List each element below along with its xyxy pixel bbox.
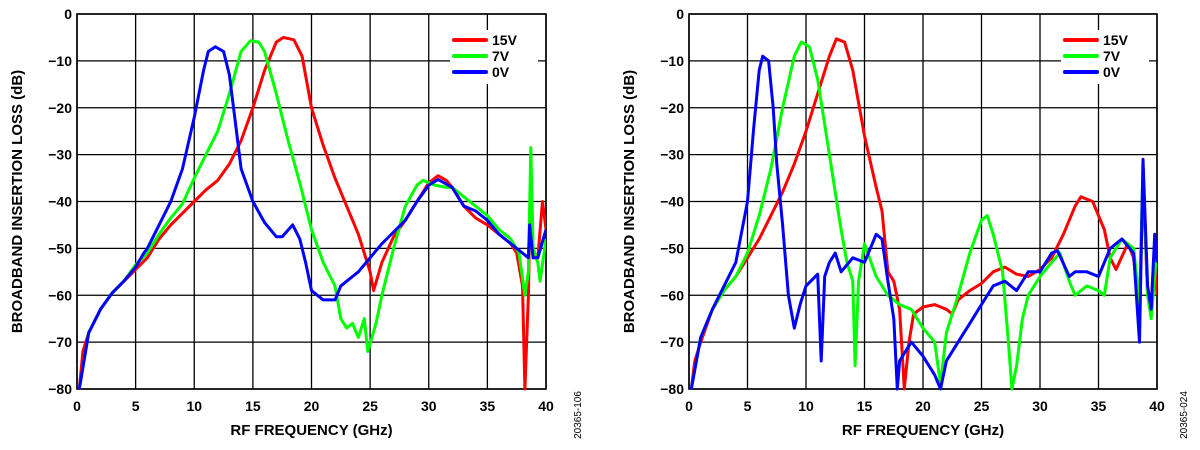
y-tick-label: −20 <box>660 100 684 116</box>
x-tick-label: 10 <box>186 398 202 414</box>
x-tick-label: 10 <box>798 398 814 414</box>
x-tick-label: 0 <box>685 398 693 414</box>
legend-label: 15V <box>1103 32 1129 48</box>
figure-id: 20365-024 <box>1179 391 1190 439</box>
y-tick-label: −10 <box>48 53 72 69</box>
series-line-7V <box>689 40 1157 391</box>
legend-label: 7V <box>1103 48 1121 64</box>
x-tick-label: 40 <box>538 398 554 414</box>
y-tick-label: −70 <box>48 334 72 350</box>
x-tick-label: 25 <box>974 398 990 414</box>
figure-id: 20365-106 <box>573 391 584 439</box>
chart-2: 0 5 10 15 20 25 30 35 40 0 −10 −20 −30 −40 −50 −60 −70 −8… <box>621 6 1190 439</box>
y-tick-label: −30 <box>660 147 684 163</box>
x-tick-label: 5 <box>132 398 140 414</box>
y-tick-label: −10 <box>660 53 684 69</box>
series-line-0V <box>689 54 1157 391</box>
x-tick-label: 20 <box>304 398 320 414</box>
legend-label: 0V <box>1103 64 1121 80</box>
y-tick-label: 0 <box>676 6 684 22</box>
x-tick-label: 25 <box>362 398 378 414</box>
y-tick-label: −60 <box>48 287 72 303</box>
y-axis-label: BROADBAND INSERTION LOSS (dB) <box>621 70 638 333</box>
x-tick-label: 35 <box>1091 398 1107 414</box>
series-line-0V <box>77 45 546 390</box>
y-tick-label: −40 <box>660 194 684 210</box>
x-tick-label: 15 <box>857 398 873 414</box>
y-tick-label: 0 <box>64 6 72 22</box>
y-tick-label: −80 <box>660 381 684 397</box>
y-tick-label: −70 <box>660 334 684 350</box>
legend-label: 7V <box>492 48 510 64</box>
x-tick-label: 20 <box>915 398 931 414</box>
y-tick-label: −30 <box>48 147 72 163</box>
legend-label: 0V <box>492 64 510 80</box>
x-tick-label: 5 <box>744 398 752 414</box>
y-tick-label: −40 <box>48 194 72 210</box>
y-tick-label: −50 <box>48 240 72 256</box>
x-axis-label: RF FREQUENCY (GHz) <box>842 422 1004 439</box>
x-tick-label: 30 <box>1032 398 1048 414</box>
x-tick-label: 30 <box>421 398 437 414</box>
y-tick-label: −80 <box>48 381 72 397</box>
x-tick-label: 15 <box>245 398 261 414</box>
y-tick-label: −50 <box>660 240 684 256</box>
series-line-15V <box>77 35 546 391</box>
legend-label: 15V <box>492 32 518 48</box>
plot-frame <box>76 13 547 390</box>
x-tick-label: 0 <box>73 398 81 414</box>
y-tick-label: −60 <box>660 287 684 303</box>
y-tick-label: −20 <box>48 100 72 116</box>
x-tick-label: 40 <box>1149 398 1165 414</box>
series-line-7V <box>77 39 546 390</box>
plot-frame <box>688 13 1158 390</box>
x-tick-label: 35 <box>480 398 496 414</box>
chart-1: 0 5 10 15 20 25 30 35 40 0 −10 −20 −30 −40 −50 −60 −70 −8… <box>9 6 584 439</box>
x-axis-label: RF FREQUENCY (GHz) <box>230 422 392 439</box>
y-axis-label: BROADBAND INSERTION LOSS (dB) <box>9 70 26 333</box>
